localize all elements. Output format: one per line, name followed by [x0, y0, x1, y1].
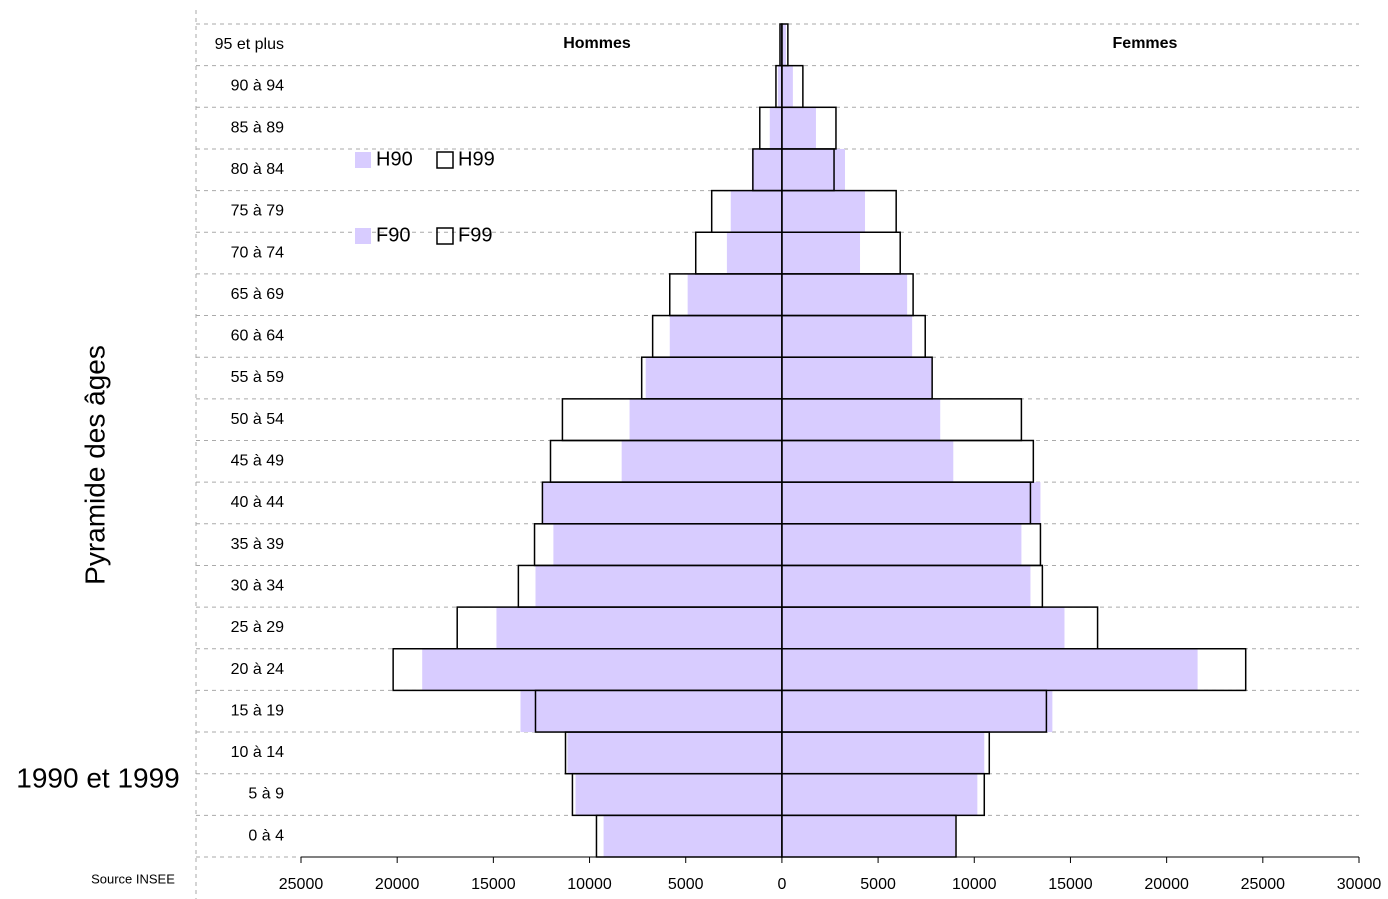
bar — [781, 64, 804, 109]
y-tick-label: 90 à 94 — [231, 78, 284, 95]
y-tick-label: 10 à 14 — [231, 744, 284, 761]
bar — [781, 273, 908, 316]
source-note: Source INSEE — [91, 871, 175, 886]
bar — [629, 398, 782, 441]
bar — [781, 690, 1053, 733]
bar — [779, 24, 782, 66]
x-tick-label: 0 — [777, 876, 786, 893]
y-tick-label: 40 à 44 — [231, 494, 284, 511]
legend-label: F90 — [376, 224, 410, 246]
bar — [603, 815, 782, 857]
bar — [781, 65, 793, 108]
x-tick-label: 5000 — [668, 876, 704, 893]
x-tick-label: 30000 — [1337, 876, 1382, 893]
y-tick-label: 95 et plus — [215, 36, 284, 53]
y-tick-label: 55 à 59 — [231, 369, 284, 386]
bar — [621, 440, 782, 483]
bar — [520, 690, 782, 733]
bar — [781, 607, 1065, 649]
x-tick-label: 20000 — [1144, 876, 1189, 893]
bar — [781, 773, 978, 816]
y-tick-label: 30 à 34 — [231, 577, 284, 594]
bar — [781, 815, 956, 857]
y-tick-label: 80 à 84 — [231, 161, 284, 178]
bar — [575, 773, 782, 816]
bar — [645, 357, 782, 399]
x-tick-label: 5000 — [860, 876, 896, 893]
bar — [726, 232, 782, 274]
side-label: Femmes — [1113, 35, 1178, 52]
bar — [781, 232, 861, 274]
bar — [422, 648, 782, 691]
bar — [781, 189, 897, 234]
bar — [769, 107, 782, 149]
bar — [687, 273, 782, 316]
x-tick-label: 15000 — [1048, 876, 1093, 893]
bar — [781, 732, 985, 774]
bar — [781, 24, 786, 66]
chart-subtitle: 1990 et 1999 — [16, 762, 180, 793]
y-tick-label: 25 à 29 — [231, 619, 284, 636]
y-tick-label: 85 à 89 — [231, 119, 284, 136]
legend-swatch — [355, 228, 371, 244]
bar — [553, 523, 782, 566]
x-tick-label: 25000 — [279, 876, 324, 893]
y-tick-label: 15 à 19 — [231, 702, 284, 719]
bar — [781, 523, 1022, 566]
bar — [781, 107, 816, 149]
x-tick-label: 15000 — [471, 876, 516, 893]
bar — [781, 648, 1198, 691]
y-tick-label: 45 à 49 — [231, 453, 284, 470]
bar — [781, 315, 913, 358]
legend-swatch — [436, 151, 454, 169]
x-tick-label: 10000 — [567, 876, 612, 893]
bar — [781, 23, 789, 67]
bar — [777, 65, 782, 108]
x-tick-label: 10000 — [952, 876, 997, 893]
bar — [567, 732, 782, 774]
bar — [781, 565, 1031, 608]
y-tick-label: 35 à 39 — [231, 536, 284, 553]
legend-label: H99 — [458, 148, 495, 170]
bar — [751, 148, 782, 191]
y-tick-label: 70 à 74 — [231, 244, 284, 261]
bar — [535, 565, 782, 608]
y-tick-label: 0 à 4 — [248, 827, 284, 844]
y-tick-label: 75 à 79 — [231, 203, 284, 220]
bar — [781, 148, 846, 191]
y-tick-label: 60 à 64 — [231, 328, 284, 345]
x-tick-label: 20000 — [375, 876, 420, 893]
legend-swatch — [355, 152, 371, 168]
y-tick-label: 65 à 69 — [231, 286, 284, 303]
bar — [781, 398, 941, 441]
bar — [781, 106, 837, 150]
bar — [669, 315, 782, 358]
bar — [781, 440, 954, 483]
bar — [781, 190, 866, 233]
legend-label: H90 — [376, 148, 413, 170]
bar — [496, 607, 782, 649]
legend-swatch — [436, 227, 454, 245]
x-tick-label: 25000 — [1241, 876, 1286, 893]
y-tick-label: 50 à 54 — [231, 411, 284, 428]
bar — [542, 482, 782, 524]
chart-title: Pyramide des âges — [79, 345, 110, 585]
legend-label: F99 — [458, 224, 492, 246]
bar — [781, 357, 933, 399]
y-tick-label: 20 à 24 — [231, 661, 284, 678]
y-tick-label: 5 à 9 — [248, 786, 284, 803]
side-label: Hommes — [563, 35, 631, 52]
bar — [781, 482, 1041, 524]
bar — [730, 190, 782, 233]
